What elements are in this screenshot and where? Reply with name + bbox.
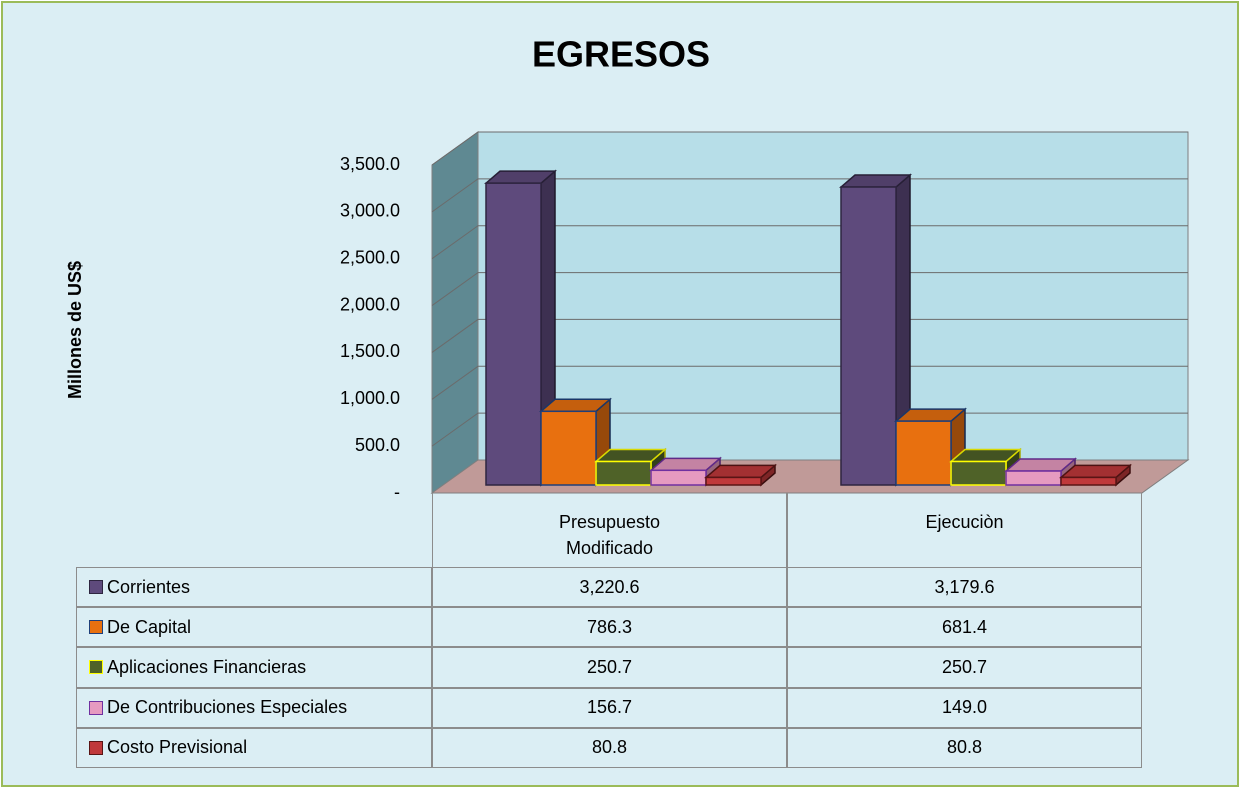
table-value: 250.7 xyxy=(787,647,1142,688)
chart-title: EGRESOS xyxy=(532,34,710,75)
legend-swatch xyxy=(89,740,103,755)
grid-line xyxy=(431,131,1188,166)
grid-line xyxy=(431,178,1188,213)
legend-label: Corrientes xyxy=(107,576,191,597)
legend-swatch xyxy=(89,580,103,595)
table-value: 681.4 xyxy=(787,607,1142,648)
y-tick-label: 1,000.0 xyxy=(340,388,400,408)
y-tick-label: 3,500.0 xyxy=(340,154,400,174)
legend-entry: Costo Previsional xyxy=(76,727,432,768)
table-value: 80.8 xyxy=(787,727,1142,768)
left-wall xyxy=(431,131,479,494)
grid-line xyxy=(431,272,1188,306)
y-tick-label: 1,500.0 xyxy=(340,341,400,361)
y-tick-label: 2,000.0 xyxy=(340,294,400,314)
table-value: 3,220.6 xyxy=(432,567,787,608)
legend-entry: Aplicaciones Financieras xyxy=(76,647,432,688)
bar xyxy=(595,460,652,486)
legend-label: De Capital xyxy=(107,616,192,637)
bar xyxy=(650,469,707,486)
y-tick-label: 500.0 xyxy=(355,435,400,455)
y-tick-label: 3,000.0 xyxy=(340,201,400,221)
legend-swatch xyxy=(89,700,103,715)
bar xyxy=(1005,470,1062,486)
table-value: 3,179.6 xyxy=(787,567,1142,608)
legend-entry: De Capital xyxy=(76,607,432,648)
bar xyxy=(840,186,897,486)
legend-entry: Corrientes xyxy=(76,567,432,608)
table-value: 156.7 xyxy=(432,687,787,728)
y-tick-label: 2,500.0 xyxy=(340,247,400,267)
y-axis-label: Millones de US$ xyxy=(65,261,85,399)
legend-label: De Contribuciones Especiales xyxy=(107,697,348,718)
table-value: 80.8 xyxy=(432,727,787,768)
category-header: Ejecuciòn xyxy=(787,493,1142,567)
table-value: 149.0 xyxy=(787,687,1142,728)
bar xyxy=(485,182,542,486)
table-value: 786.3 xyxy=(432,607,787,648)
legend-swatch xyxy=(89,620,103,635)
legend-label: Aplicaciones Financieras xyxy=(107,656,307,677)
grid-line xyxy=(431,225,1188,260)
bar xyxy=(705,476,762,486)
y-tick-label: - xyxy=(394,482,400,502)
bar xyxy=(950,460,1007,486)
bar xyxy=(1060,476,1117,486)
table-value: 250.7 xyxy=(432,647,787,688)
legend-entry: De Contribuciones Especiales xyxy=(76,687,432,728)
bar xyxy=(540,410,597,486)
bar xyxy=(895,420,952,486)
grid-line xyxy=(431,318,1188,353)
legend-label: Costo Previsional xyxy=(107,737,248,758)
legend-swatch xyxy=(89,660,103,675)
grid-line xyxy=(431,365,1188,400)
category-header: Presupuesto Modificado xyxy=(432,493,787,567)
